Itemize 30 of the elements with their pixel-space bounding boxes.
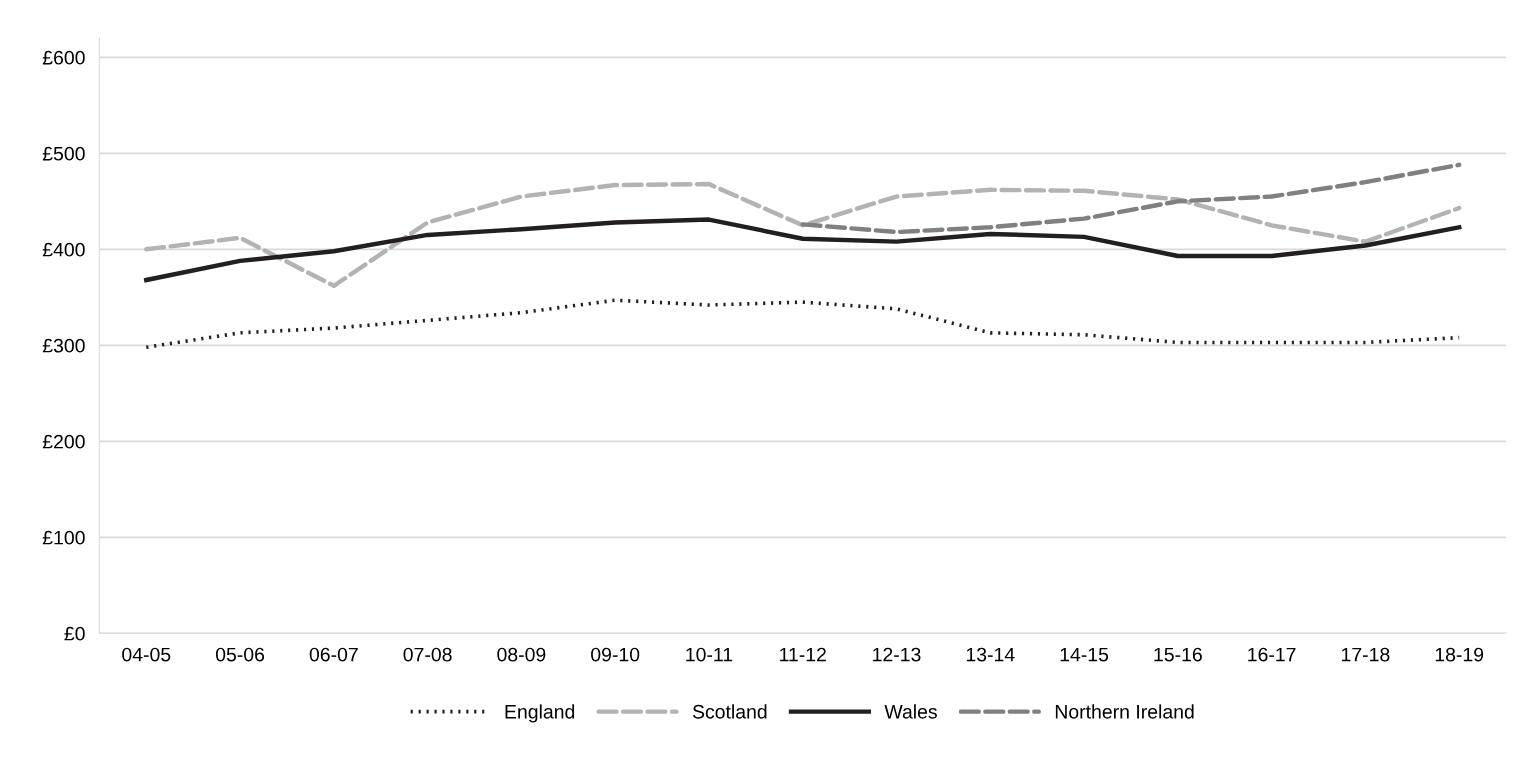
y-tick-label: £0 <box>64 626 85 641</box>
line-series <box>144 298 1461 350</box>
line-series <box>144 217 1462 283</box>
x-tick-label: 09-10 <box>591 647 640 662</box>
y-tick-label: £200 <box>42 434 85 449</box>
line-series <box>144 181 1462 289</box>
x-tick-label: 17-18 <box>1342 647 1390 662</box>
legend-label: England <box>505 704 575 723</box>
x-tick-label: 12-13 <box>873 647 921 662</box>
x-tick-label: 06-07 <box>309 647 358 662</box>
x-tick-label: 15-16 <box>1154 647 1202 662</box>
x-tick-label: 13-14 <box>966 647 1015 662</box>
y-tick-label: £500 <box>42 146 85 161</box>
x-tick-label: 05-06 <box>215 647 265 662</box>
x-tick-label: 18-19 <box>1435 647 1484 662</box>
y-tick-label: £300 <box>42 338 85 353</box>
x-tick-label: 10-11 <box>686 647 733 662</box>
y-tick-label: £400 <box>42 242 85 257</box>
legend-label: Northern Ireland <box>1055 704 1194 719</box>
x-tick-label: 08-09 <box>497 647 546 662</box>
legend-label: Wales <box>884 704 937 719</box>
x-tick-label: 11-12 <box>780 647 826 662</box>
line-series <box>800 162 1462 235</box>
y-tick-label: £600 <box>42 50 85 65</box>
x-tick-label: 14-15 <box>1060 647 1109 662</box>
x-tick-label: 07-08 <box>403 647 452 662</box>
y-tick-label: £100 <box>42 530 85 545</box>
x-tick-label: 04-05 <box>122 647 171 662</box>
x-tick-label: 16-17 <box>1248 647 1296 662</box>
legend-label: Scotland <box>692 704 767 719</box>
